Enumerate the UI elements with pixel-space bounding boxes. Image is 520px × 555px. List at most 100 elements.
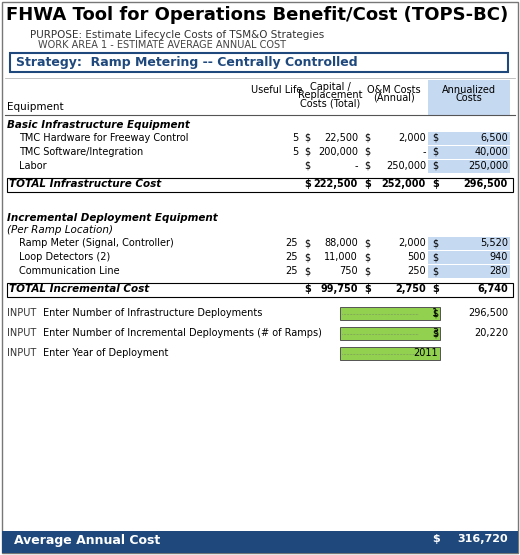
Text: 2,000: 2,000 (398, 133, 426, 143)
Text: Enter Number of Infrastructure Deployments: Enter Number of Infrastructure Deploymen… (43, 308, 263, 318)
Text: 5,520: 5,520 (480, 238, 508, 248)
Text: $: $ (432, 308, 438, 318)
Text: 88,000: 88,000 (324, 238, 358, 248)
Text: 22,500: 22,500 (324, 133, 358, 143)
Text: $: $ (432, 147, 438, 157)
Text: Labor: Labor (19, 161, 47, 171)
Bar (428, 178, 510, 192)
Text: INPUT: INPUT (7, 308, 36, 318)
Text: 316,720: 316,720 (458, 534, 508, 544)
Text: Capital /: Capital / (309, 82, 350, 92)
Text: Enter Number of Incremental Deployments (# of Ramps): Enter Number of Incremental Deployments … (43, 328, 322, 338)
Text: Incremental Deployment Equipment: Incremental Deployment Equipment (7, 213, 218, 223)
Bar (428, 80, 510, 115)
Text: $: $ (364, 133, 370, 143)
Text: Average Annual Cost: Average Annual Cost (14, 534, 160, 547)
Bar (7, 283, 513, 297)
Text: (Annual): (Annual) (373, 93, 415, 103)
Text: Communication Line: Communication Line (19, 266, 120, 276)
Text: FHWA Tool for Operations Benefit/Cost (TOPS-BC): FHWA Tool for Operations Benefit/Cost (T… (6, 6, 508, 24)
Text: 250: 250 (407, 266, 426, 276)
Text: 20,220: 20,220 (474, 328, 508, 338)
Text: Costs (Total): Costs (Total) (300, 98, 360, 108)
Text: $: $ (432, 284, 439, 294)
Text: 500: 500 (408, 252, 426, 262)
Text: $: $ (304, 161, 310, 171)
Text: 2011: 2011 (413, 348, 438, 358)
Text: $: $ (304, 252, 310, 262)
Text: 280: 280 (489, 266, 508, 276)
Text: 6,500: 6,500 (480, 133, 508, 143)
Text: $: $ (364, 147, 370, 157)
Text: 3: 3 (432, 328, 438, 338)
Text: 200,000: 200,000 (318, 147, 358, 157)
Text: $: $ (364, 179, 371, 189)
Text: 5: 5 (292, 147, 298, 157)
Text: 25: 25 (285, 252, 298, 262)
Text: 250,000: 250,000 (468, 161, 508, 171)
Text: TOTAL Incremental Cost: TOTAL Incremental Cost (9, 284, 149, 294)
Bar (340, 307, 440, 320)
Text: Annualized: Annualized (442, 85, 496, 95)
Text: $: $ (364, 252, 370, 262)
Text: 2,750: 2,750 (395, 284, 426, 294)
Text: PURPOSE: Estimate Lifecycle Costs of TSM&O Strategies: PURPOSE: Estimate Lifecycle Costs of TSM… (30, 30, 324, 40)
Text: $: $ (364, 238, 370, 248)
Text: $: $ (364, 161, 370, 171)
Text: 5: 5 (292, 133, 298, 143)
Text: $: $ (432, 179, 439, 189)
Text: $: $ (432, 161, 438, 171)
Text: WORK AREA 1 - ESTIMATE AVERAGE ANNUAL COST: WORK AREA 1 - ESTIMATE AVERAGE ANNUAL CO… (38, 40, 286, 50)
Text: $: $ (304, 179, 311, 189)
Text: Loop Detectors (2): Loop Detectors (2) (19, 252, 110, 262)
Text: Useful Life: Useful Life (251, 85, 303, 95)
Bar (428, 132, 510, 145)
Text: $: $ (432, 133, 438, 143)
Text: $: $ (304, 284, 311, 294)
Text: Costs: Costs (456, 93, 483, 103)
Text: TOTAL Infrastructure Cost: TOTAL Infrastructure Cost (9, 179, 161, 189)
Text: 750: 750 (340, 266, 358, 276)
Text: TMC Software/Integration: TMC Software/Integration (19, 147, 143, 157)
Text: 1: 1 (432, 308, 438, 318)
Bar (7, 178, 513, 192)
Text: 250,000: 250,000 (386, 161, 426, 171)
Text: $: $ (364, 266, 370, 276)
Text: Ramp Meter (Signal, Controller): Ramp Meter (Signal, Controller) (19, 238, 174, 248)
Text: 99,750: 99,750 (320, 284, 358, 294)
Text: $: $ (432, 252, 438, 262)
Text: O&M Costs: O&M Costs (367, 85, 421, 95)
Text: $: $ (304, 238, 310, 248)
Text: Enter Year of Deployment: Enter Year of Deployment (43, 348, 168, 358)
Text: $: $ (432, 534, 440, 544)
Text: 2,000: 2,000 (398, 238, 426, 248)
Bar (428, 146, 510, 159)
Text: 252,000: 252,000 (382, 179, 426, 189)
Bar (428, 160, 510, 173)
Text: 940: 940 (490, 252, 508, 262)
Text: Basic Infrastructure Equipment: Basic Infrastructure Equipment (7, 120, 190, 130)
Text: -: - (422, 147, 426, 157)
Text: (Per Ramp Location): (Per Ramp Location) (7, 225, 113, 235)
Bar (428, 237, 510, 250)
Text: 11,000: 11,000 (324, 252, 358, 262)
Text: $: $ (364, 284, 371, 294)
Bar (428, 265, 510, 278)
Bar (340, 327, 440, 340)
Text: $: $ (432, 328, 438, 338)
Text: Equipment: Equipment (7, 102, 63, 112)
Text: 222,500: 222,500 (314, 179, 358, 189)
Text: $: $ (304, 147, 310, 157)
Text: $: $ (304, 266, 310, 276)
Text: 25: 25 (285, 266, 298, 276)
Bar (10, 53, 508, 72)
Bar (340, 347, 440, 360)
Text: 40,000: 40,000 (474, 147, 508, 157)
Text: Strategy:  Ramp Metering -- Centrally Controlled: Strategy: Ramp Metering -- Centrally Con… (16, 56, 358, 69)
Text: 296,500: 296,500 (468, 308, 508, 318)
Text: -: - (355, 161, 358, 171)
Bar (428, 251, 510, 264)
Bar (428, 283, 510, 297)
Text: 25: 25 (285, 238, 298, 248)
Text: TMC Hardware for Freeway Control: TMC Hardware for Freeway Control (19, 133, 189, 143)
